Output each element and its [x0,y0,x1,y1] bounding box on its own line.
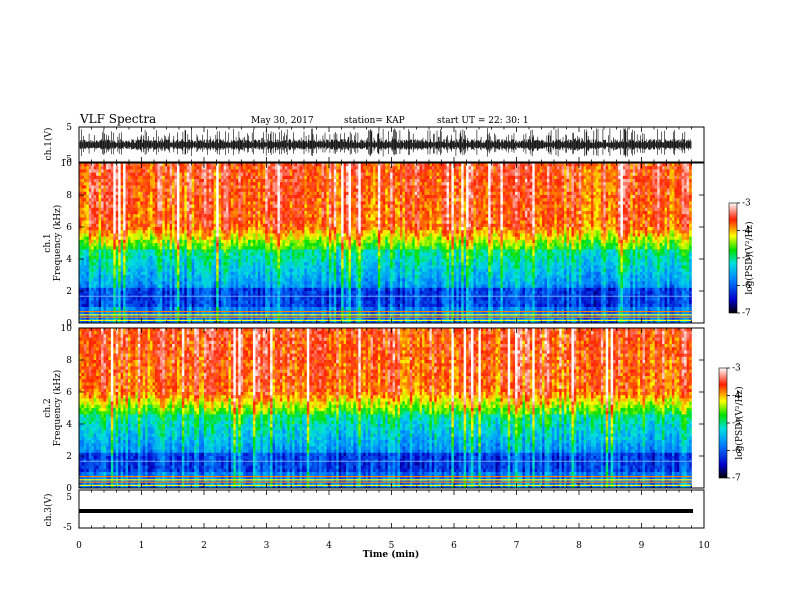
ch3-ytick-bottom: -5 [63,523,72,533]
x-axis-label: Time (min) [363,549,420,560]
ch1-waveform-trace [80,128,691,157]
ch1-spectrogram-image [79,163,692,323]
start-time-label: start UT = 22: 30: 1 [437,116,529,126]
y-tick-label: 10 [61,159,73,169]
colorbar-tick-label: -3 [742,199,751,209]
ch3-waveform-panel: 5 -5 ch.3(V) [43,490,704,533]
ch2-spectrogram-image [79,328,692,488]
interference-line [79,296,692,297]
colorbar-tick-label: -7 [742,309,751,319]
interference-line [79,482,692,483]
y-tick-label: 8 [66,356,72,366]
ch1-colorbar [729,203,737,313]
interference-line [79,485,692,486]
ch1-spectrogram-ylabel: Frequency (kHz) [52,205,63,282]
ch2-colorbar-label: log(PSD)(V²/Hz) [734,386,745,459]
interference-line [79,317,692,318]
ch2-spectrogram-ylabel: Frequency (kHz) [52,370,63,447]
y-tick-label: 4 [66,255,72,265]
x-tick-label: 2 [201,541,207,551]
ch3-waveform-ylabel: ch.3(V) [43,494,54,527]
y-tick-label: 4 [66,420,72,430]
ch1-colorbar-label: log(PSD)(V²/Hz) [744,221,755,294]
y-tick-label: 2 [66,452,72,462]
x-tick-label: 9 [639,541,645,551]
ch1-waveform-line [80,128,691,157]
ch3-ytick-top: 5 [66,493,72,503]
interference-line [79,320,692,321]
ch1-waveform-ylabel: ch.1(V) [43,128,54,161]
interference-line [79,311,692,312]
x-tick-label: 6 [451,541,457,551]
x-tick-label: 1 [139,541,145,551]
ch1-waveform-panel: 5 -5 ch.1(V) [43,123,704,165]
colorbar-tick-label: -7 [732,474,741,484]
interference-line [79,476,692,477]
x-tick-label: 10 [698,541,710,551]
y-tick-label: 8 [66,191,72,201]
y-tick-label: 6 [66,388,72,398]
y-tick-label: 10 [61,324,73,334]
x-tick-label: 8 [576,541,582,551]
interference-line [79,479,692,480]
x-tick-label: 4 [326,541,332,551]
y-tick-label: 6 [66,223,72,233]
x-tick-label: 7 [514,541,520,551]
colorbar-tick-label: -3 [732,364,741,374]
ch3-waveform-line [79,509,693,513]
interference-line [79,314,692,315]
ch1-ytick-top: 5 [66,123,72,133]
x-tick-label: 3 [264,541,270,551]
interference-line [79,461,692,462]
x-tick-label: 0 [76,541,82,551]
ch2-spectrogram-channel-label: ch.2 [43,398,53,417]
station-label: station= KAP [344,116,405,126]
vlf-figure: VLF Spectra May 30, 2017 station= KAP st… [0,0,792,612]
ch2-colorbar [719,368,727,478]
ch1-spectrogram-channel-label: ch.1 [43,233,53,252]
y-tick-label: 2 [66,287,72,297]
date-label: May 30, 2017 [251,116,314,126]
figure-title: VLF Spectra [79,112,156,126]
